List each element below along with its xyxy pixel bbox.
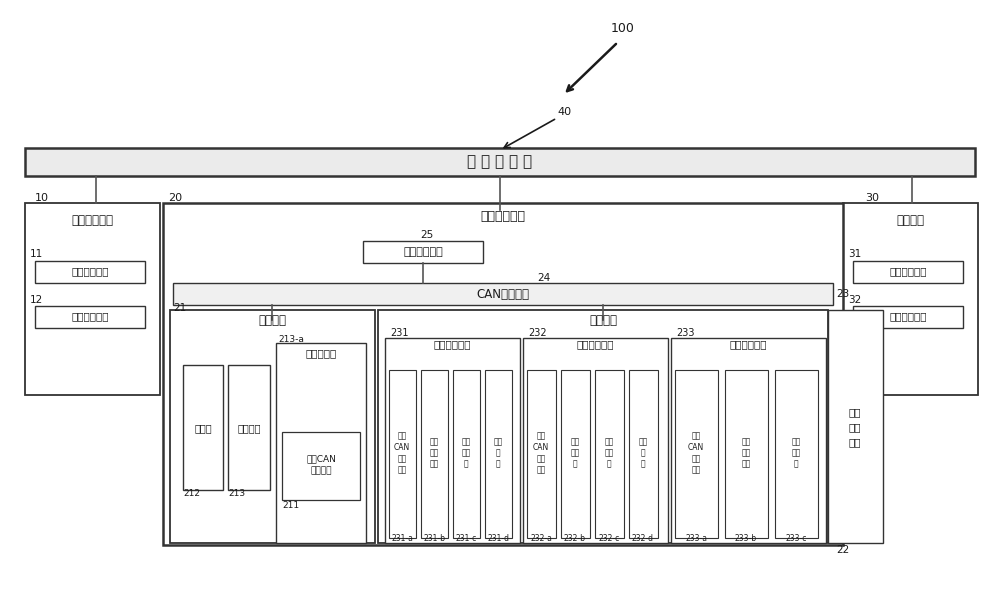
Bar	[775, 370, 818, 538]
Text: 32: 32	[848, 295, 861, 305]
Bar	[853, 261, 963, 283]
Text: 231-d: 231-d	[487, 534, 509, 543]
Text: 233: 233	[676, 328, 694, 338]
Text: 233-b: 233-b	[735, 534, 757, 543]
Text: 11: 11	[30, 249, 43, 259]
Text: CAN总线接口: CAN总线接口	[477, 287, 530, 301]
Bar	[183, 365, 223, 490]
Text: 100: 100	[611, 22, 635, 34]
Text: 轴向
驱动
部: 轴向 驱动 部	[791, 437, 801, 469]
Bar	[523, 338, 668, 543]
Text: 22: 22	[836, 545, 849, 555]
Bar	[173, 283, 833, 305]
Text: 231: 231	[390, 328, 409, 338]
Text: 25: 25	[420, 230, 433, 240]
Text: 调光控制单元: 调光控制单元	[403, 247, 443, 257]
Text: 233-c: 233-c	[785, 534, 807, 543]
Text: 10: 10	[35, 193, 49, 203]
Bar	[485, 370, 512, 538]
Text: 横向定位机构: 横向定位机构	[576, 339, 614, 349]
Text: 233-a: 233-a	[685, 534, 707, 543]
Bar	[675, 370, 718, 538]
Text: 211: 211	[282, 500, 299, 509]
Text: 横向
驱动
部: 横向 驱动 部	[604, 437, 614, 469]
Text: 轴向
电缸
动部: 轴向 电缸 动部	[741, 437, 751, 469]
Text: 输入
设定
单元: 输入 设定 单元	[849, 407, 861, 447]
Text: 213-a: 213-a	[278, 335, 304, 344]
Text: 40: 40	[557, 107, 571, 117]
Text: 调光CAN
通信模块: 调光CAN 通信模块	[306, 455, 336, 475]
Bar	[421, 370, 448, 538]
Bar	[276, 343, 366, 543]
Text: 232-a: 232-a	[530, 534, 552, 543]
Text: 纵向
滑
块: 纵向 滑 块	[493, 437, 503, 469]
Text: 横向
CAN
通信
模块: 横向 CAN 通信 模块	[533, 432, 549, 474]
Text: 工位执行单元: 工位执行单元	[71, 311, 109, 321]
Text: 30: 30	[865, 193, 879, 203]
Text: 20: 20	[168, 193, 182, 203]
Text: 31: 31	[848, 249, 861, 259]
Text: 横向
电动
部: 横向 电动 部	[570, 437, 580, 469]
Text: 纵向
驱动
部: 纵向 驱动 部	[461, 437, 471, 469]
Text: 横向
滑
块: 横向 滑 块	[638, 437, 648, 469]
Bar	[228, 365, 270, 490]
Text: 纵向
电缸
动部: 纵向 电缸 动部	[429, 437, 439, 469]
Text: 纵向
CAN
通信
模块: 纵向 CAN 通信 模块	[394, 432, 410, 474]
Bar	[853, 306, 963, 328]
Text: 调光驱动部: 调光驱动部	[305, 348, 337, 358]
Text: 轴向定位机构: 轴向定位机构	[729, 339, 767, 349]
Text: 232: 232	[528, 328, 547, 338]
Text: 工位变换装置: 工位变换装置	[71, 214, 113, 226]
Bar	[385, 338, 520, 543]
Text: 21: 21	[173, 303, 186, 313]
Text: 总 控 制 单 元: 总 控 制 单 元	[467, 154, 533, 169]
Bar	[595, 370, 624, 538]
Text: 232-d: 232-d	[632, 534, 654, 543]
Text: 212: 212	[183, 490, 200, 499]
Bar	[629, 370, 658, 538]
Bar	[163, 203, 843, 545]
Text: 231-a: 231-a	[391, 534, 413, 543]
Text: 231-b: 231-b	[423, 534, 445, 543]
Text: 定位单元: 定位单元	[589, 313, 617, 326]
Text: 电动调光装置: 电动调光装置	[480, 211, 526, 223]
Text: 光检装置: 光检装置	[896, 214, 924, 226]
Text: 调光刀: 调光刀	[194, 423, 212, 433]
Bar	[35, 306, 145, 328]
Text: 轴向
CAN
通信
模块: 轴向 CAN 通信 模块	[688, 432, 704, 474]
Text: 232-b: 232-b	[564, 534, 586, 543]
Text: 纵向定位机构: 纵向定位机构	[433, 339, 471, 349]
Bar	[671, 338, 826, 543]
Text: 24: 24	[537, 273, 550, 283]
Text: 23: 23	[836, 289, 849, 299]
Text: 调光电机: 调光电机	[237, 423, 261, 433]
Bar	[378, 310, 828, 543]
Bar	[828, 310, 883, 543]
Bar	[453, 370, 480, 538]
Bar	[25, 203, 160, 395]
Text: 213: 213	[228, 490, 245, 499]
Bar	[843, 203, 978, 395]
Bar	[389, 370, 416, 538]
Bar	[25, 148, 975, 176]
Bar	[170, 310, 375, 543]
Text: 12: 12	[30, 295, 43, 305]
Text: 工位控制单元: 工位控制单元	[71, 266, 109, 276]
Bar	[725, 370, 768, 538]
Text: 调光单元: 调光单元	[258, 313, 286, 326]
Bar	[282, 432, 360, 500]
Text: 光检执行单元: 光检执行单元	[889, 311, 927, 321]
Bar	[561, 370, 590, 538]
Text: 232-c: 232-c	[598, 534, 620, 543]
Bar	[35, 261, 145, 283]
Bar	[527, 370, 556, 538]
Text: 231-c: 231-c	[455, 534, 477, 543]
Text: 光检控制单元: 光检控制单元	[889, 266, 927, 276]
Bar	[363, 241, 483, 263]
